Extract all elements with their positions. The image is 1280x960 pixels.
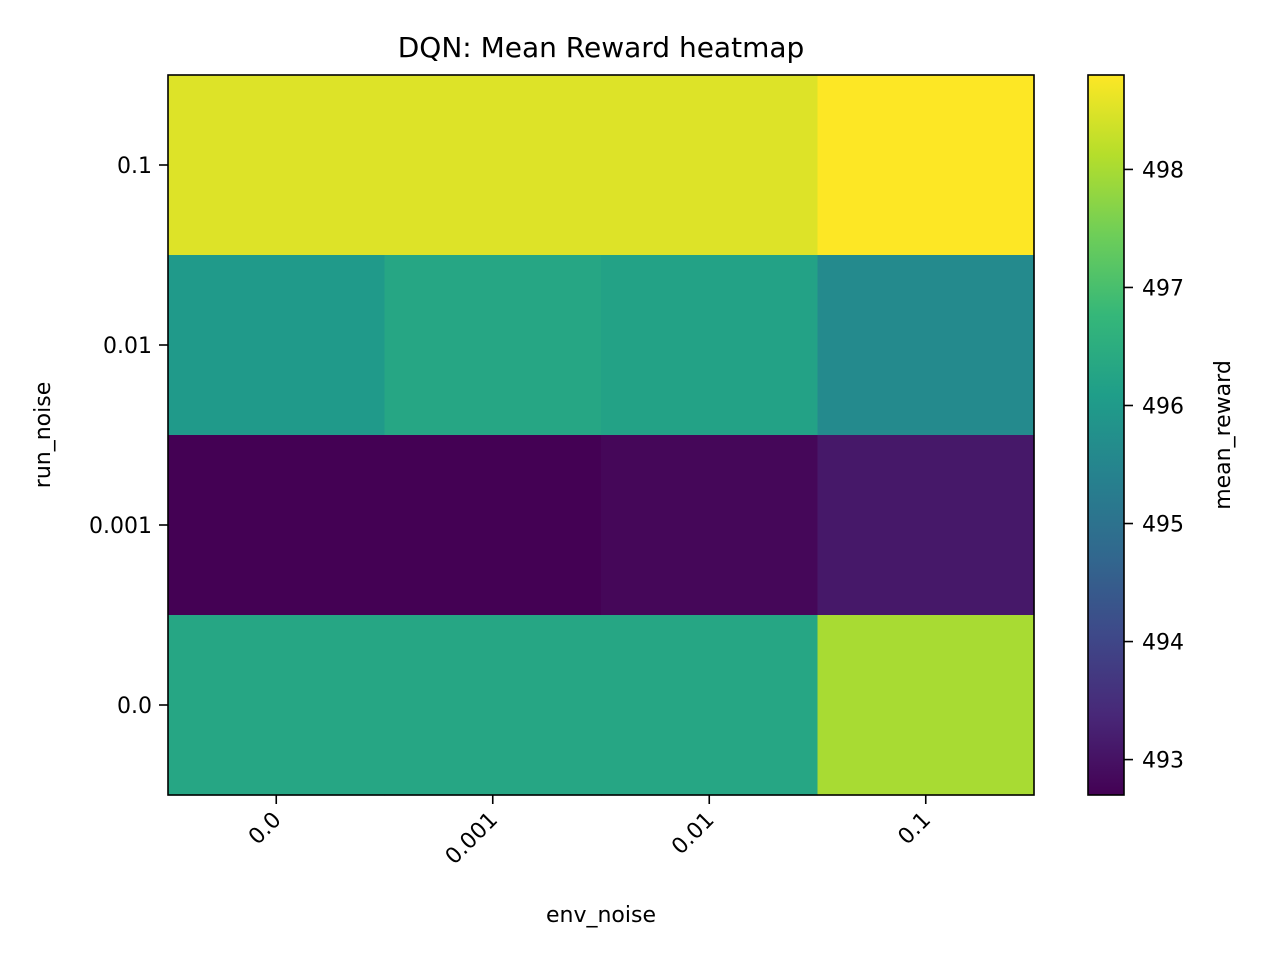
- colorbar-label: mean_reward: [1211, 360, 1236, 510]
- colorbar-ticks: 493 494 495 496 497 498: [1124, 158, 1184, 774]
- heatmap-cell: [817, 615, 1035, 796]
- heatmap-cell: [817, 75, 1035, 256]
- heatmap-cell: [601, 75, 819, 256]
- x-tick-label: 0.0: [244, 808, 286, 850]
- x-tick-label: 0.001: [441, 808, 503, 870]
- plot-frame: [167, 74, 1035, 796]
- heatmap-cells: [168, 75, 1035, 796]
- heatmap-cell: [168, 255, 386, 436]
- y-tick-label: 0.1: [117, 154, 152, 179]
- colorbar-tick-label: 493: [1142, 749, 1184, 774]
- x-tick-label: 0.1: [894, 808, 936, 850]
- chart-title: DQN: Mean Reward heatmap: [398, 31, 805, 64]
- heatmap-cell: [601, 255, 819, 436]
- colorbar-tick-label: 498: [1142, 158, 1184, 183]
- heatmap-cell: [817, 255, 1035, 436]
- x-axis-ticks: 0.0 0.001 0.01 0.1: [244, 795, 936, 870]
- heatmap-cell: [384, 255, 602, 436]
- heatmap-cell: [384, 615, 602, 796]
- heatmap-cell: [168, 75, 386, 256]
- heatmap-cell: [601, 615, 819, 796]
- colorbar-tick-label: 497: [1142, 276, 1184, 301]
- x-tick-label: 0.01: [667, 808, 719, 860]
- y-axis-ticks: 0.1 0.01 0.001 0.0: [89, 154, 168, 719]
- colorbar-tick-label: 494: [1142, 631, 1184, 656]
- heatmap-cell: [384, 435, 602, 616]
- heatmap-cell: [168, 615, 386, 796]
- y-tick-label: 0.0: [117, 694, 152, 719]
- x-axis-label: env_noise: [546, 903, 656, 928]
- y-tick-label: 0.001: [89, 514, 152, 539]
- heatmap-cell: [384, 75, 602, 256]
- y-tick-label: 0.01: [103, 334, 152, 359]
- heatmap-cell: [601, 435, 819, 616]
- y-axis-label: run_noise: [31, 382, 56, 488]
- colorbar-frame: [1087, 74, 1125, 796]
- colorbar-tick-label: 495: [1142, 513, 1184, 538]
- colorbar-tick-label: 496: [1142, 394, 1184, 419]
- heatmap-cell: [168, 435, 386, 616]
- heatmap-cell: [817, 435, 1035, 616]
- colorbar: [1088, 75, 1124, 795]
